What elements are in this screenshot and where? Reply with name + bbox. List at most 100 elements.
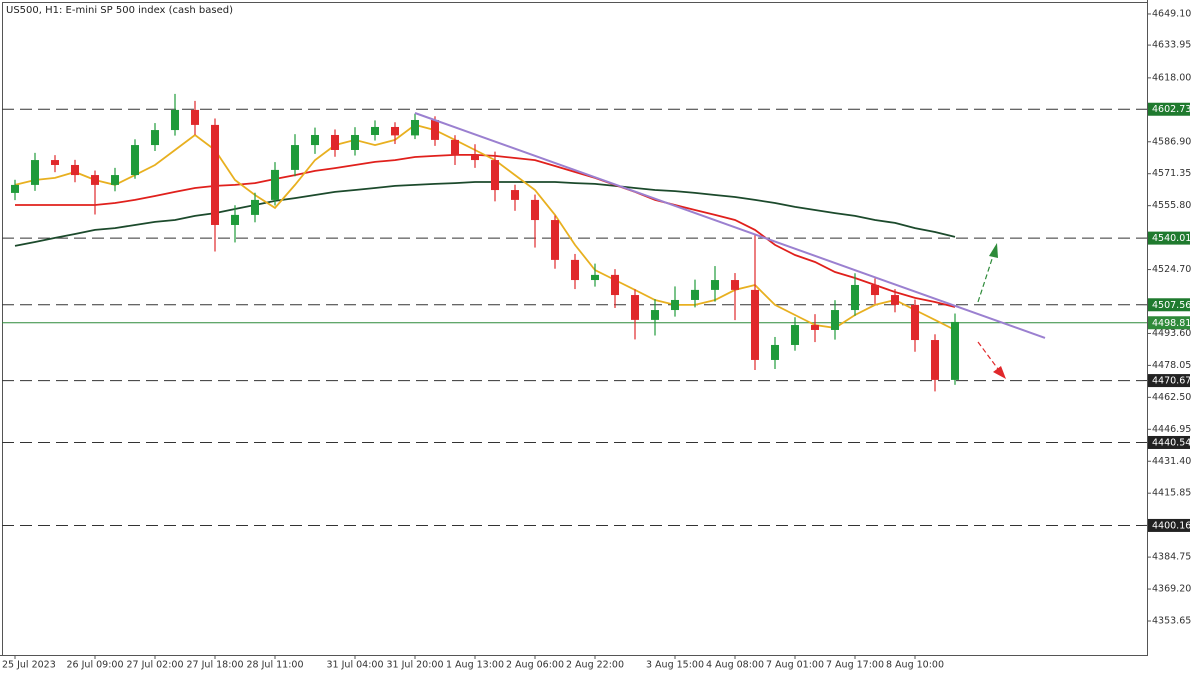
x-tick-label: 31 Jul 20:00 xyxy=(387,660,444,671)
candle-body xyxy=(471,154,479,161)
candle-body xyxy=(11,184,19,193)
candle-body xyxy=(611,274,619,296)
moving-average xyxy=(14,123,956,331)
level-label: 4470.67 xyxy=(1152,376,1191,387)
x-tick-label: 27 Jul 18:00 xyxy=(187,660,244,671)
x-tick-label: 7 Aug 17:00 xyxy=(826,660,884,671)
level-label: 4540.01 xyxy=(1152,233,1191,244)
x-tick-label: 8 Aug 10:00 xyxy=(886,660,944,671)
level-box xyxy=(1148,435,1190,449)
candle-body xyxy=(631,295,639,320)
candle-body xyxy=(871,284,879,296)
candle-body xyxy=(51,160,59,165)
candle-body xyxy=(451,139,459,155)
y-tick-label: 4555.80 xyxy=(1152,200,1191,211)
candle-body xyxy=(531,199,539,221)
candle-body xyxy=(351,134,359,150)
y-tick-label: 4618.00 xyxy=(1152,72,1191,83)
level-box xyxy=(1148,298,1190,312)
candle-body xyxy=(951,321,959,380)
candle-body xyxy=(191,109,199,125)
level-label: 4400.16 xyxy=(1152,520,1191,531)
candle-body xyxy=(91,175,99,185)
candle-body xyxy=(231,214,239,225)
candle-body xyxy=(891,295,899,305)
candle-body xyxy=(651,310,659,320)
candle-body xyxy=(411,119,419,136)
up-arrow-shaft xyxy=(977,255,994,303)
candle-body xyxy=(571,259,579,281)
candle-body xyxy=(331,134,339,150)
candle-body xyxy=(171,109,179,131)
candle-body xyxy=(551,220,559,260)
y-tick-label: 4524.70 xyxy=(1152,264,1191,275)
candle-body xyxy=(31,160,39,185)
moving-average xyxy=(15,154,956,308)
candle-body xyxy=(591,274,599,281)
level-box xyxy=(1148,374,1190,388)
candle-body xyxy=(751,289,759,360)
candle-body xyxy=(791,325,799,345)
candle-body xyxy=(911,304,919,341)
x-tick-label: 26 Jul 09:00 xyxy=(67,660,124,671)
candle-body xyxy=(771,344,779,360)
candle-body xyxy=(931,340,939,380)
y-tick-label: 4415.85 xyxy=(1152,488,1191,499)
x-tick-label: 4 Aug 08:00 xyxy=(706,660,764,671)
y-tick-label: 4571.35 xyxy=(1152,168,1191,179)
level-label: 4602.73 xyxy=(1152,104,1191,115)
arrows xyxy=(977,243,1006,379)
x-tick-label: 2 Aug 06:00 xyxy=(506,660,564,671)
candle-body xyxy=(491,160,499,191)
candle-body xyxy=(151,130,159,146)
x-tick-label: 25 Jul 2023 xyxy=(2,660,56,671)
level-label: 4507.56 xyxy=(1152,300,1191,311)
level-box xyxy=(1148,231,1190,245)
y-tick-label: 4384.75 xyxy=(1152,552,1191,563)
candle-body xyxy=(811,325,819,330)
current-price-box xyxy=(1148,316,1190,330)
candle-body xyxy=(731,280,739,290)
level-box xyxy=(1148,102,1190,116)
x-tick-label: 3 Aug 15:00 xyxy=(646,660,704,671)
y-tick-label: 4431.40 xyxy=(1152,456,1191,467)
candle-body xyxy=(671,299,679,311)
level-box xyxy=(1148,518,1190,532)
x-tick-label: 7 Aug 01:00 xyxy=(766,660,824,671)
chart-title: US500, H1: E-mini SP 500 index (cash bas… xyxy=(6,5,233,16)
candle-body xyxy=(511,190,519,200)
x-tick-label: 1 Aug 13:00 xyxy=(446,660,504,671)
y-tick-label: 4586.90 xyxy=(1152,136,1191,147)
candle-body xyxy=(291,145,299,170)
candle-body xyxy=(131,145,139,176)
y-tick-label: 4369.20 xyxy=(1152,584,1191,595)
up-arrow-head xyxy=(989,243,998,258)
candle-body xyxy=(251,199,259,215)
candle-body xyxy=(431,119,439,140)
candle-body xyxy=(271,169,279,200)
candle-body xyxy=(211,124,219,225)
candle-body xyxy=(691,289,699,300)
y-tick-label: 4446.95 xyxy=(1152,424,1191,435)
plot-frame xyxy=(2,2,1148,656)
candle-body xyxy=(391,126,399,136)
y-tick-label: 4633.95 xyxy=(1152,40,1191,51)
moving-average xyxy=(14,181,956,247)
y-tick-label: 4493.60 xyxy=(1152,328,1191,339)
candle-body xyxy=(311,134,319,146)
y-tick-label: 4478.05 xyxy=(1152,360,1191,371)
candle-body xyxy=(831,310,839,330)
candle-body xyxy=(851,284,859,311)
x-tick-label: 28 Jul 11:00 xyxy=(247,660,304,671)
y-tick-label: 4649.10 xyxy=(1152,8,1191,19)
y-tick-label: 4462.50 xyxy=(1152,392,1191,403)
candle-body xyxy=(711,280,719,290)
down-arrow-shaft xyxy=(977,341,999,370)
candle-body xyxy=(371,126,379,135)
candle-body xyxy=(111,175,119,185)
down-arrow-head xyxy=(993,366,1006,379)
level-label: 4440.54 xyxy=(1152,437,1191,448)
y-tick-label: 4353.65 xyxy=(1152,615,1191,626)
